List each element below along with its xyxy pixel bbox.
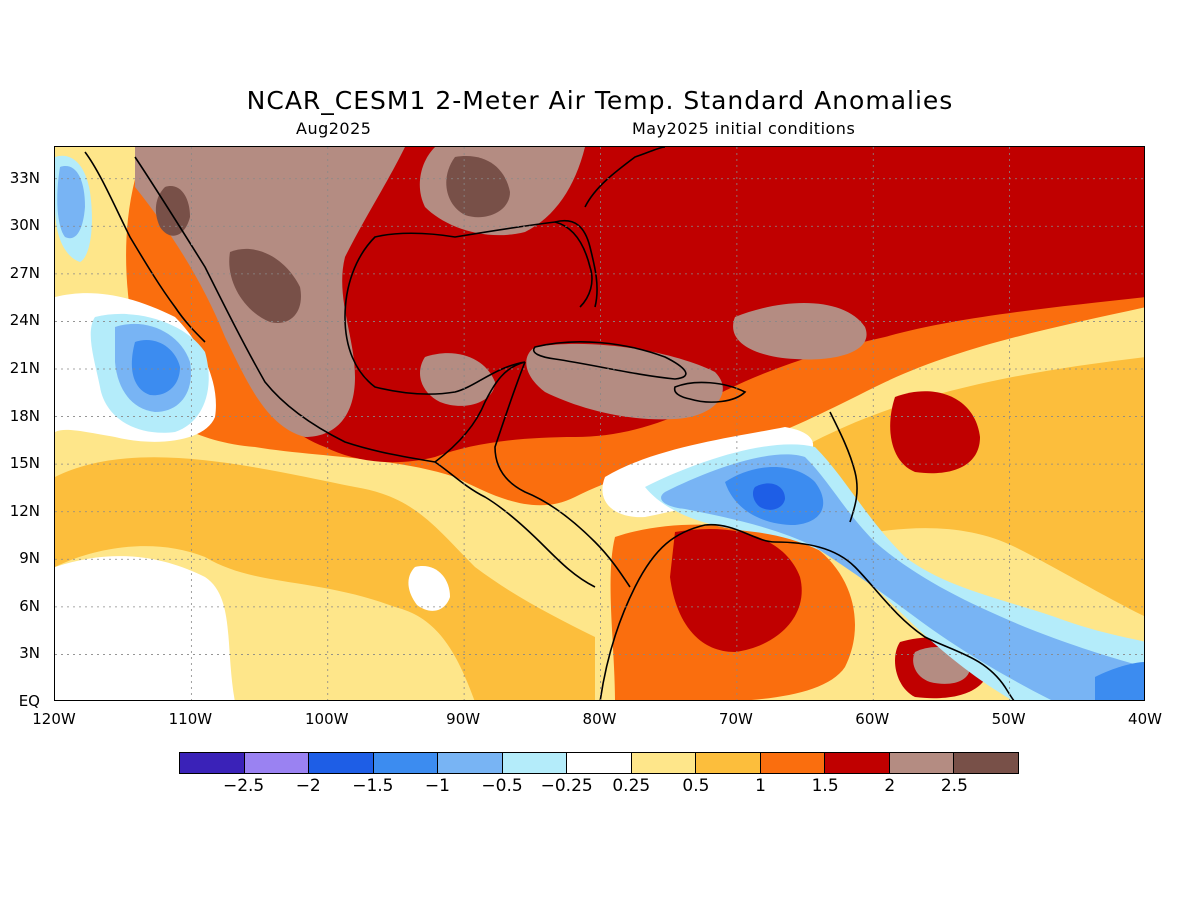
- coastline-south-america-north: [599, 523, 1015, 700]
- longitude-label: 80W: [582, 710, 617, 728]
- colorbar-label: −0.25: [540, 776, 593, 796]
- latitude-label: 21N: [9, 359, 40, 377]
- colorbar-cell: [889, 753, 955, 773]
- coastline-hispaniola: [673, 381, 747, 403]
- colorbar-cell: [438, 753, 503, 773]
- coastline-us-east: [584, 147, 666, 208]
- coastline-central-america-b: [494, 361, 631, 588]
- colorbar-cell: [502, 753, 568, 773]
- longitude-label: 60W: [855, 710, 890, 728]
- colorbar: [179, 752, 1019, 774]
- field-warm-5c: [155, 186, 190, 236]
- anomaly-map: [54, 146, 1145, 701]
- longitude-label: 40W: [1128, 710, 1162, 728]
- longitude-label: 120W: [32, 710, 76, 728]
- latitude-label: 3N: [19, 644, 40, 663]
- coastline-mexico-pacific: [134, 156, 436, 463]
- longitude-label: 110W: [168, 710, 213, 728]
- colorbar-label: 1: [755, 776, 766, 796]
- coastline-baja: [84, 151, 206, 343]
- latitude-label: 27N: [9, 263, 40, 282]
- field-cool-3c: [1095, 662, 1144, 700]
- colorbar-label: −1.5: [352, 776, 394, 796]
- field-cool-4: [752, 483, 785, 510]
- field-warm-5b: [446, 156, 510, 218]
- colorbar-cell: [825, 753, 890, 773]
- longitude-label: 90W: [446, 710, 481, 728]
- latitude-label: 30N: [9, 216, 40, 235]
- field-warm-3b: [670, 529, 802, 652]
- initial-conditions: May2025 initial conditions: [632, 119, 856, 138]
- colorbar-label: 2.5: [940, 776, 968, 796]
- field-warm-1b: [755, 357, 1144, 617]
- colorbar-label: 0.5: [682, 776, 710, 796]
- valid-month: Aug2025: [296, 119, 372, 138]
- colorbar-label: −0.5: [481, 776, 523, 796]
- coastline-central-america: [434, 461, 596, 588]
- field-warm-5: [229, 248, 301, 323]
- latitude-label: EQ: [18, 692, 40, 710]
- longitude-label: 50W: [991, 710, 1026, 728]
- latitude-label: 33N: [9, 168, 40, 187]
- field-neutral-d: [408, 566, 450, 611]
- colorbar-label: 1.5: [811, 776, 839, 796]
- colorbar-label: 2: [884, 776, 896, 796]
- coastlines: [84, 147, 1015, 700]
- colorbar-cell: [631, 753, 697, 773]
- map-title: NCAR_CESM1 2-Meter Air Temp. Standard An…: [246, 86, 954, 115]
- coastline-cuba: [533, 341, 687, 380]
- colorbar-cell: [696, 753, 761, 773]
- coastline-florida: [554, 220, 598, 308]
- field-cool-2c: [57, 166, 85, 239]
- colorbar-cell: [180, 753, 245, 773]
- field-neutral-b: [55, 556, 235, 700]
- field-warm-3c: [890, 391, 980, 474]
- field-warm-4d: [733, 303, 867, 360]
- anomaly-map-svg: [55, 147, 1144, 700]
- field-cool-3: [131, 339, 180, 396]
- latitude-label: 24N: [9, 311, 40, 330]
- colorbar-label: −1: [424, 776, 450, 796]
- colorbar-cell: [309, 753, 374, 773]
- colorbar-label: −2.5: [222, 776, 265, 796]
- latitude-label: 9N: [19, 549, 40, 568]
- colorbar-label: −2: [295, 776, 321, 796]
- colorbar-label: 0.25: [612, 776, 651, 796]
- latitude-label: 18N: [9, 406, 40, 425]
- colorbar-cell: [760, 753, 826, 773]
- colorbar-cell: [244, 753, 310, 773]
- longitude-label: 100W: [305, 710, 349, 728]
- colorbar-cell: [954, 753, 1018, 773]
- graticule: [55, 147, 1144, 700]
- longitude-label: 70W: [718, 710, 753, 728]
- latitude-label: 12N: [9, 501, 40, 520]
- colorbar-cell: [373, 753, 439, 773]
- latitude-label: 15N: [9, 454, 40, 473]
- field-warm-4e: [420, 353, 495, 406]
- colorbar-cell: [567, 753, 632, 773]
- field-warm-1: [55, 457, 595, 700]
- latitude-label: 6N: [19, 596, 40, 615]
- coastline-lesser-antilles: [829, 411, 858, 523]
